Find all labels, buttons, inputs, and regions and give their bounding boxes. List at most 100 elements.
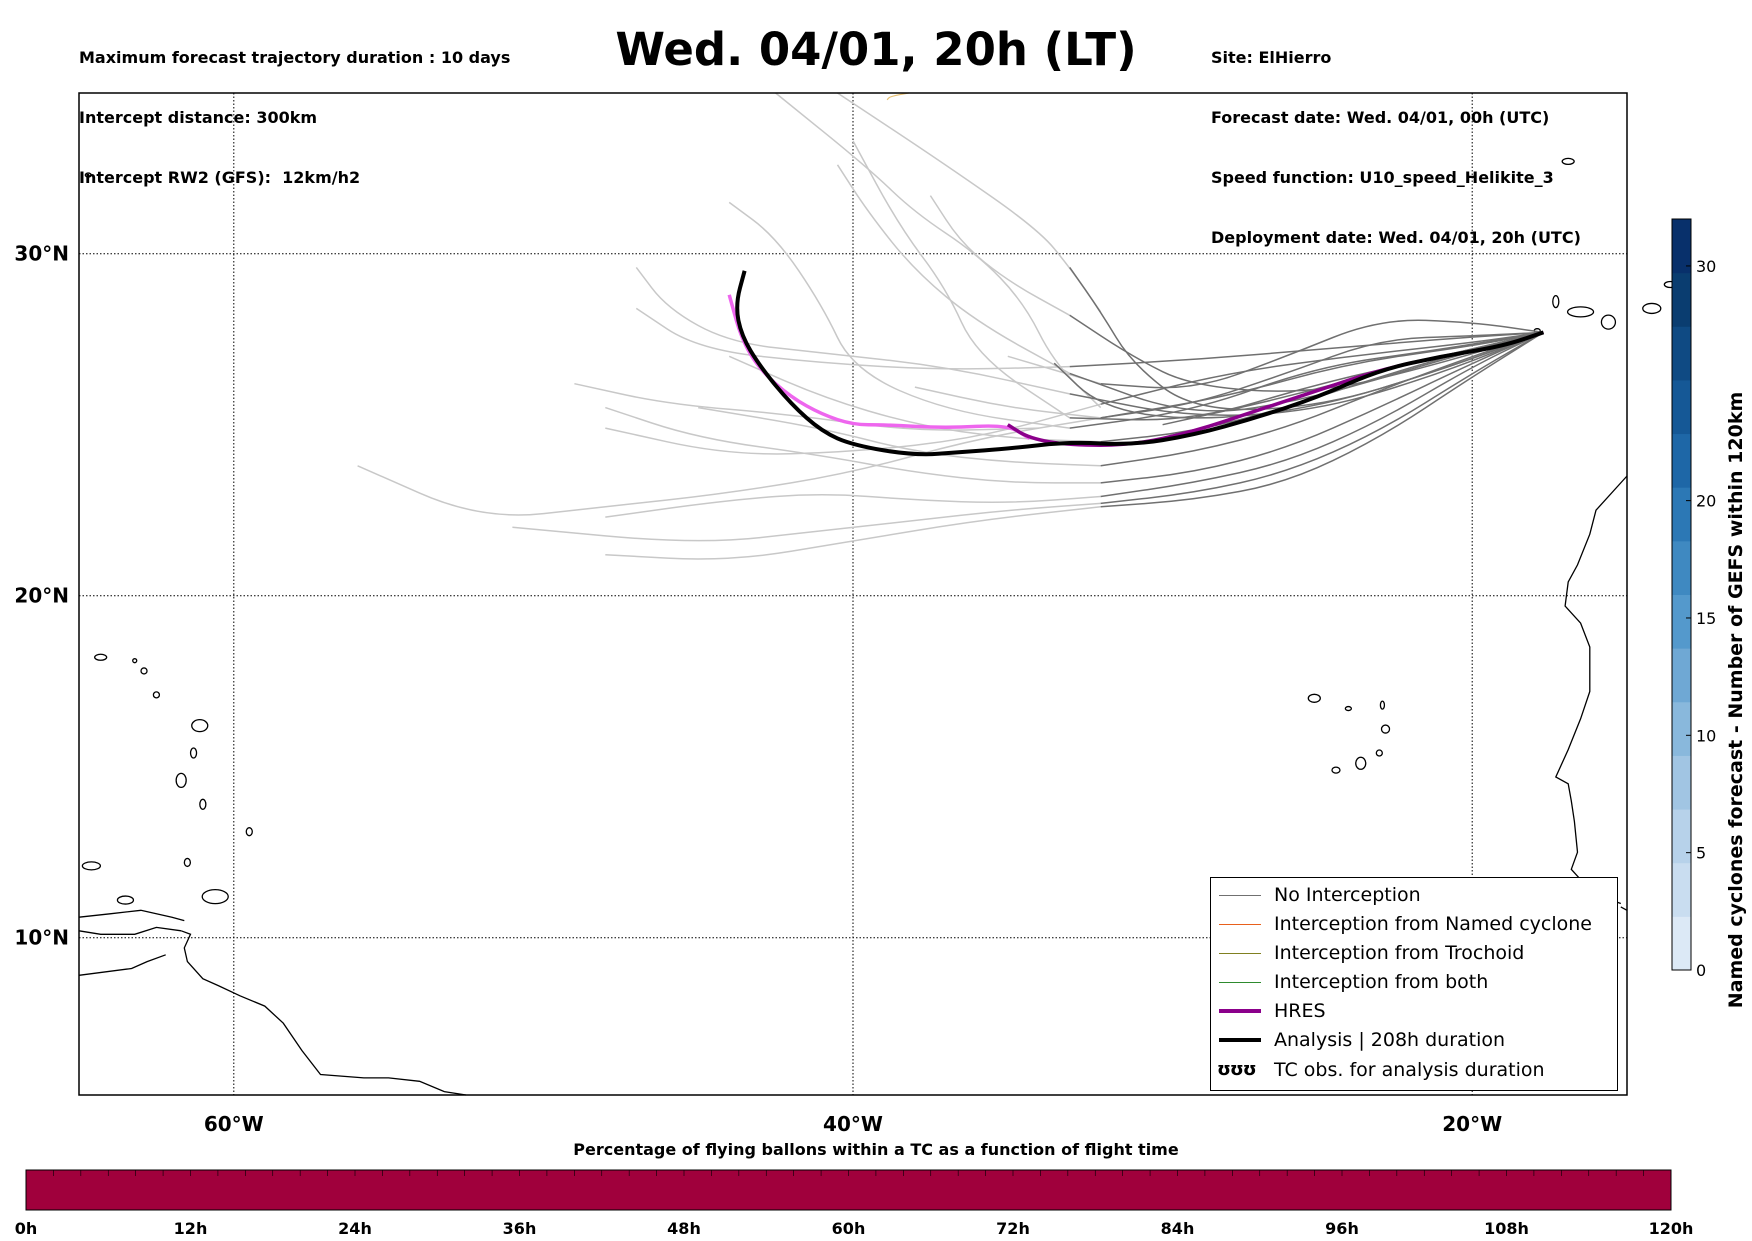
ensemble-track-far <box>357 417 1101 516</box>
vertical-colorbar-tick-label: 10 <box>1696 726 1716 745</box>
ensemble-track-far <box>914 386 1101 419</box>
ensemble-track-far <box>852 140 1071 419</box>
legend-item-trochoid: Interception from Trochoid <box>1211 939 1617 968</box>
analysis-track <box>735 270 1545 457</box>
coastline <box>1620 906 1628 911</box>
ensemble-track-far <box>574 382 1039 431</box>
vertical-colorbar-label: Named cyclones forecast - Number of GEFS… <box>1725 391 1747 1009</box>
vertical-colorbar: 0 5 10 15 20 30 <box>1671 218 1716 980</box>
ensemble-track <box>1069 331 1544 416</box>
coastline <box>180 930 467 1096</box>
legend-item-hres: HRES <box>1211 997 1617 1026</box>
ensemble-track <box>1100 331 1544 405</box>
header-site: Site: ElHierro <box>1211 48 1332 67</box>
legend-sample <box>1219 982 1261 983</box>
horizontal-colorbar-tick-label: 12h <box>174 1219 208 1238</box>
latitude-labels: 30°N 20°N 10°N <box>14 242 69 950</box>
island <box>132 658 138 664</box>
legend: No Interception Interception from Named … <box>1210 877 1618 1091</box>
vertical-colorbar-segment <box>1672 755 1691 810</box>
island <box>1331 766 1341 774</box>
horizontal-colorbar-tick-label: 24h <box>338 1219 372 1238</box>
island <box>1379 700 1386 710</box>
vertical-colorbar-segment <box>1672 487 1691 542</box>
vertical-colorbar-segment <box>1672 862 1691 917</box>
vertical-colorbar-segment <box>1672 433 1691 488</box>
ensemble-track-far <box>635 266 1070 395</box>
header-duration: Maximum forecast trajectory duration : 1… <box>79 48 511 67</box>
ensemble-track <box>1100 331 1544 467</box>
coastline <box>78 954 166 976</box>
tc-track-fragment <box>886 92 909 101</box>
horizontal-colorbar-tick-label: 48h <box>667 1219 701 1238</box>
island <box>94 653 108 661</box>
island <box>1566 306 1595 318</box>
vertical-colorbar-segment <box>1672 594 1691 649</box>
horizontal-colorbar-tick-label: 120h <box>1649 1219 1694 1238</box>
legend-label: Interception from Named cyclone <box>1274 913 1592 935</box>
ensemble-track-far <box>728 201 1070 429</box>
island <box>245 827 253 837</box>
vertical-colorbar-segment <box>1672 272 1691 327</box>
horizontal-colorbar-tick-label: 108h <box>1484 1219 1529 1238</box>
header-right: Site: ElHierro Forecast date: Wed. 04/01… <box>1211 8 1581 268</box>
ensemble-track-far <box>605 494 1101 518</box>
legend-label: HRES <box>1274 1000 1326 1022</box>
legend-label: Interception from Trochoid <box>1274 942 1525 964</box>
vertical-colorbar-segment <box>1672 648 1691 703</box>
ensemble-track <box>1100 331 1544 498</box>
island <box>81 861 102 871</box>
horizontal-colorbar-tick-label: 36h <box>503 1219 537 1238</box>
legend-sample <box>1219 953 1261 954</box>
island <box>84 172 92 178</box>
island <box>199 798 207 810</box>
ensemble-track-far <box>698 406 1101 467</box>
vertical-colorbar-tick-label: 30 <box>1696 257 1716 276</box>
lat-label: 20°N <box>14 584 69 608</box>
ensemble-track <box>1100 331 1544 484</box>
vertical-colorbar-border <box>1671 218 1692 971</box>
vertical-colorbar-segment <box>1672 379 1691 435</box>
header-intercept-distance: Intercept distance: 300km <box>79 108 318 127</box>
header-speed-function: Speed function: U10_speed_Helikite_3 <box>1211 168 1554 187</box>
lon-label: 20°W <box>1442 1112 1502 1136</box>
island <box>1552 294 1560 309</box>
coastline <box>78 926 182 935</box>
lon-label: 40°W <box>823 1112 883 1136</box>
island <box>1642 302 1662 315</box>
header-intercept-rw2: Intercept RW2 (GFS): 12km/h2 <box>79 168 361 187</box>
ensemble-track-far <box>635 307 1070 370</box>
ensemble-track-far <box>775 92 1102 409</box>
vertical-colorbar-tick-label: 5 <box>1696 844 1706 863</box>
ensemble-track-far <box>605 506 1101 560</box>
legend-sample <box>1219 1009 1261 1013</box>
horizontal-colorbar-tick-label: 84h <box>1161 1219 1195 1238</box>
island <box>1344 705 1353 712</box>
legend-item-tc-obs: ʊʊʊ TC obs. for analysis duration <box>1211 1056 1617 1085</box>
vertical-colorbar-segment <box>1672 701 1691 756</box>
legend-sample <box>1219 924 1261 925</box>
header-left: Maximum forecast trajectory duration : 1… <box>79 8 510 208</box>
legend-item-named-cyclone: Interception from Named cyclone <box>1211 910 1617 939</box>
vertical-colorbar-segment <box>1672 809 1691 864</box>
lat-label: 30°N <box>14 242 69 266</box>
vertical-colorbar-segment <box>1672 540 1691 595</box>
legend-item-no-interception: No Interception <box>1211 881 1617 910</box>
vertical-colorbar-tick-label: 15 <box>1696 609 1716 628</box>
island <box>1355 756 1367 770</box>
legend-sample <box>1219 1038 1261 1042</box>
legend-label: Interception from both <box>1274 971 1489 993</box>
legend-label: Analysis | 208h duration <box>1274 1029 1506 1051</box>
vertical-colorbar-tick-label: 0 <box>1696 961 1706 980</box>
ensemble-track-far <box>837 92 1102 313</box>
ensemble-track <box>1069 331 1544 429</box>
island <box>1600 314 1617 330</box>
legend-item-both: Interception from both <box>1211 968 1617 997</box>
island <box>183 857 192 868</box>
horizontal-colorbar-bar <box>25 1169 1672 1211</box>
island <box>1561 157 1575 166</box>
tc-obs-icon: ʊʊʊ <box>1217 1059 1257 1080</box>
island <box>1307 693 1321 703</box>
island <box>191 719 209 733</box>
